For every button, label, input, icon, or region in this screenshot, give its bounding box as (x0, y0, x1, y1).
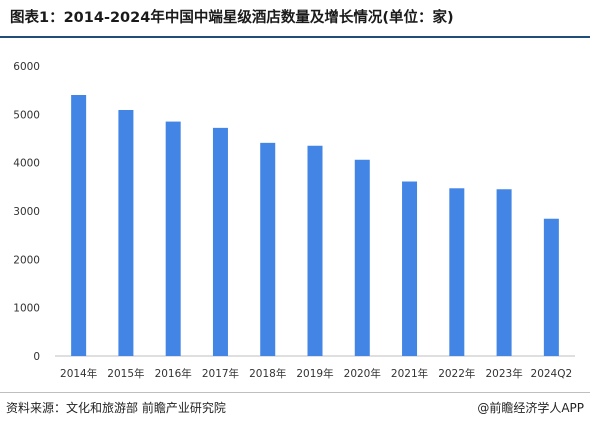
y-axis-labels: 0 1000 2000 3000 4000 5000 6000 (13, 61, 40, 363)
x-tick-label: 2018年 (249, 367, 286, 380)
x-tick-label: 2017年 (202, 367, 239, 380)
x-tick-label: 2023年 (485, 367, 522, 380)
bars (71, 95, 559, 356)
bar (449, 188, 465, 356)
bar (71, 95, 87, 356)
bar (402, 181, 418, 356)
x-tick-label: 2022年 (438, 367, 475, 380)
x-tick-label: 2021年 (391, 367, 428, 380)
y-tick-label: 3000 (13, 206, 40, 218)
bar (260, 142, 276, 356)
bar (307, 145, 323, 356)
bar-chart: 0 1000 2000 3000 4000 5000 6000 2014年 2015年 2016… (13, 61, 575, 380)
bar (496, 189, 512, 356)
brand-credit: @前瞻经济学人APP (477, 401, 584, 415)
y-tick-label: 1000 (13, 303, 40, 315)
x-tick-label: 2015年 (107, 367, 144, 380)
bar (354, 159, 370, 356)
bar (212, 127, 228, 356)
x-tick-label: 2014年 (60, 367, 97, 380)
bar (543, 218, 559, 356)
y-tick-label: 5000 (13, 109, 40, 121)
y-tick-label: 6000 (13, 61, 40, 73)
y-tick-label: 0 (33, 351, 40, 363)
x-tick-label: 2016年 (155, 367, 192, 380)
source-note: 资料来源：文化和旅游部 前瞻产业研究院 (6, 401, 226, 415)
y-tick-label: 4000 (13, 158, 40, 170)
x-tick-label: 2020年 (344, 367, 381, 380)
x-axis-labels: 2014年 2015年 2016年 2017年 2018年 2019年 2020年 2021年… (60, 367, 572, 380)
y-tick-label: 2000 (13, 254, 40, 266)
footer-divider (0, 392, 590, 393)
chart-title: 图表1：2014-2024年中国中端星级酒店数量及增长情况(单位：家) (10, 10, 454, 26)
title-divider (0, 36, 590, 38)
bar (165, 121, 181, 356)
bar (118, 109, 134, 356)
x-tick-label: 2024Q2 (531, 368, 573, 380)
x-tick-label: 2019年 (296, 367, 333, 380)
